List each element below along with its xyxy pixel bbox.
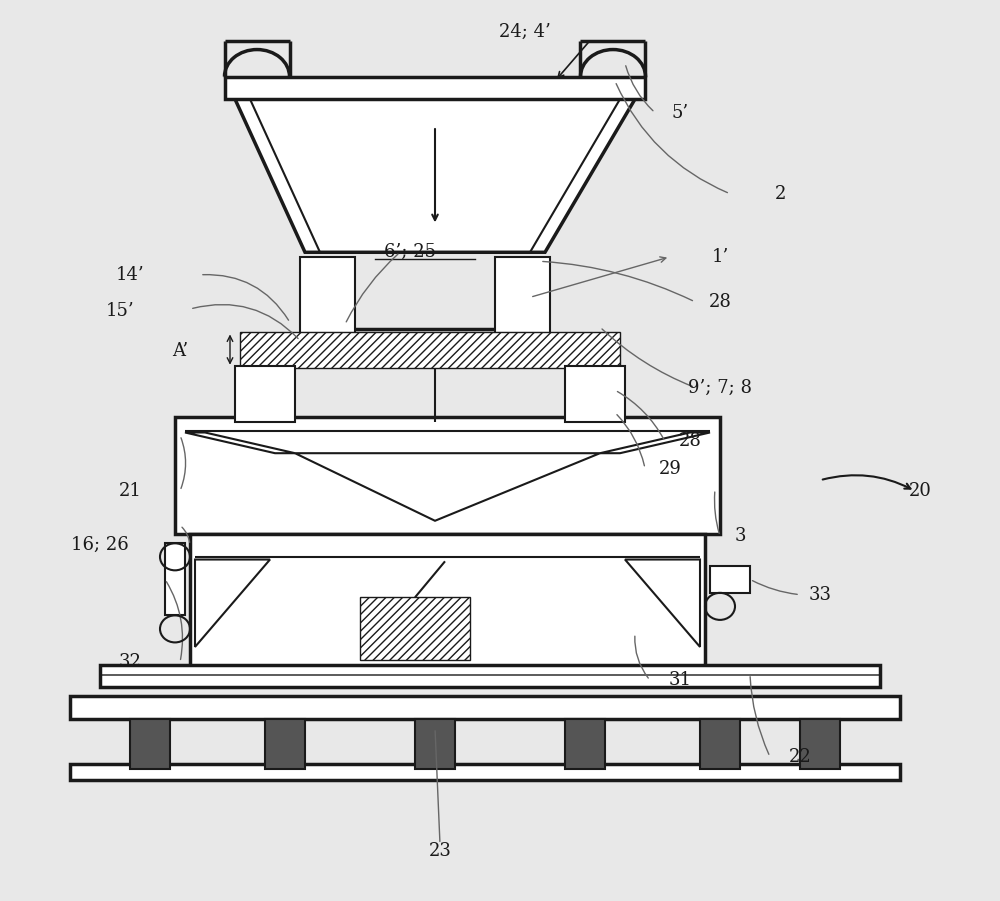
Bar <box>265 719 305 769</box>
Polygon shape <box>235 99 635 252</box>
Bar <box>130 719 170 769</box>
Text: 9’; 7; 8: 9’; 7; 8 <box>688 378 752 396</box>
Bar <box>225 77 645 99</box>
Text: 28: 28 <box>709 293 731 311</box>
Text: 3: 3 <box>734 527 746 545</box>
Bar <box>495 257 550 333</box>
Bar <box>235 366 295 422</box>
Text: 20: 20 <box>909 482 931 500</box>
Polygon shape <box>185 432 295 453</box>
Text: 21: 21 <box>119 482 141 500</box>
Bar <box>300 257 355 333</box>
Text: 2: 2 <box>774 185 786 203</box>
Polygon shape <box>600 432 710 453</box>
Bar <box>240 332 620 368</box>
Bar <box>70 696 900 719</box>
Polygon shape <box>625 560 700 647</box>
Text: 5’: 5’ <box>671 104 689 122</box>
Text: 14’: 14’ <box>116 266 144 284</box>
Text: 16; 26: 16; 26 <box>71 536 129 554</box>
Text: 28: 28 <box>679 432 701 450</box>
Polygon shape <box>195 560 270 647</box>
Text: 29: 29 <box>659 460 681 478</box>
Polygon shape <box>295 453 600 521</box>
Bar <box>165 543 185 615</box>
Bar <box>190 534 705 669</box>
Bar <box>565 366 625 422</box>
Text: 23: 23 <box>429 842 451 860</box>
Bar <box>100 665 880 687</box>
Bar <box>710 566 750 593</box>
Bar <box>800 719 840 769</box>
Text: 31: 31 <box>668 671 692 689</box>
Text: 15’: 15’ <box>106 302 134 320</box>
Bar <box>175 417 720 534</box>
Text: 1’: 1’ <box>711 248 729 266</box>
Text: 32: 32 <box>119 653 141 671</box>
Bar <box>360 597 470 660</box>
Bar <box>70 764 900 780</box>
Bar <box>700 719 740 769</box>
Text: 6’; 25: 6’; 25 <box>384 243 436 261</box>
Text: 22: 22 <box>789 748 811 766</box>
Bar <box>565 719 605 769</box>
Text: 33: 33 <box>808 586 832 604</box>
Text: A’: A’ <box>172 342 188 360</box>
Bar <box>415 719 455 769</box>
Text: 24; 4’: 24; 4’ <box>499 23 551 41</box>
